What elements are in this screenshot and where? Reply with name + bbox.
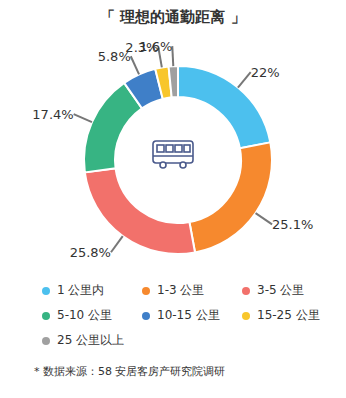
svg-text:17.4%: 17.4% <box>32 107 73 122</box>
html-text:10-15 公里: 10-15 公里 <box>157 308 220 322</box>
html-text:5-10 公里: 5-10 公里 <box>57 308 113 322</box>
html-text:25 公里以上: 25 公里以上 <box>57 333 125 347</box>
svg-text:25.1%: 25.1% <box>272 217 313 232</box>
svg-text:5.8%: 5.8% <box>97 48 131 64</box>
html-text:1 公里内: 1 公里内 <box>57 283 105 297</box>
html-text:3-5 公里: 3-5 公里 <box>257 283 305 297</box>
html-text:* 数据来源：58 安居客房产研究院调研: * 数据来源：58 安居客房产研究院调研 <box>34 365 226 378</box>
svg-text:22%: 22% <box>251 65 280 80</box>
svg-text:25.8%: 25.8% <box>70 245 111 260</box>
html-text:1-3 公里: 1-3 公里 <box>157 283 205 297</box>
svg-text:1.6%: 1.6% <box>139 40 172 54</box>
html-text:15-25 公里: 15-25 公里 <box>257 308 320 322</box>
html-text:「 理想的通勤距离 」: 「 理想的通勤距离 」 <box>100 8 246 26</box>
